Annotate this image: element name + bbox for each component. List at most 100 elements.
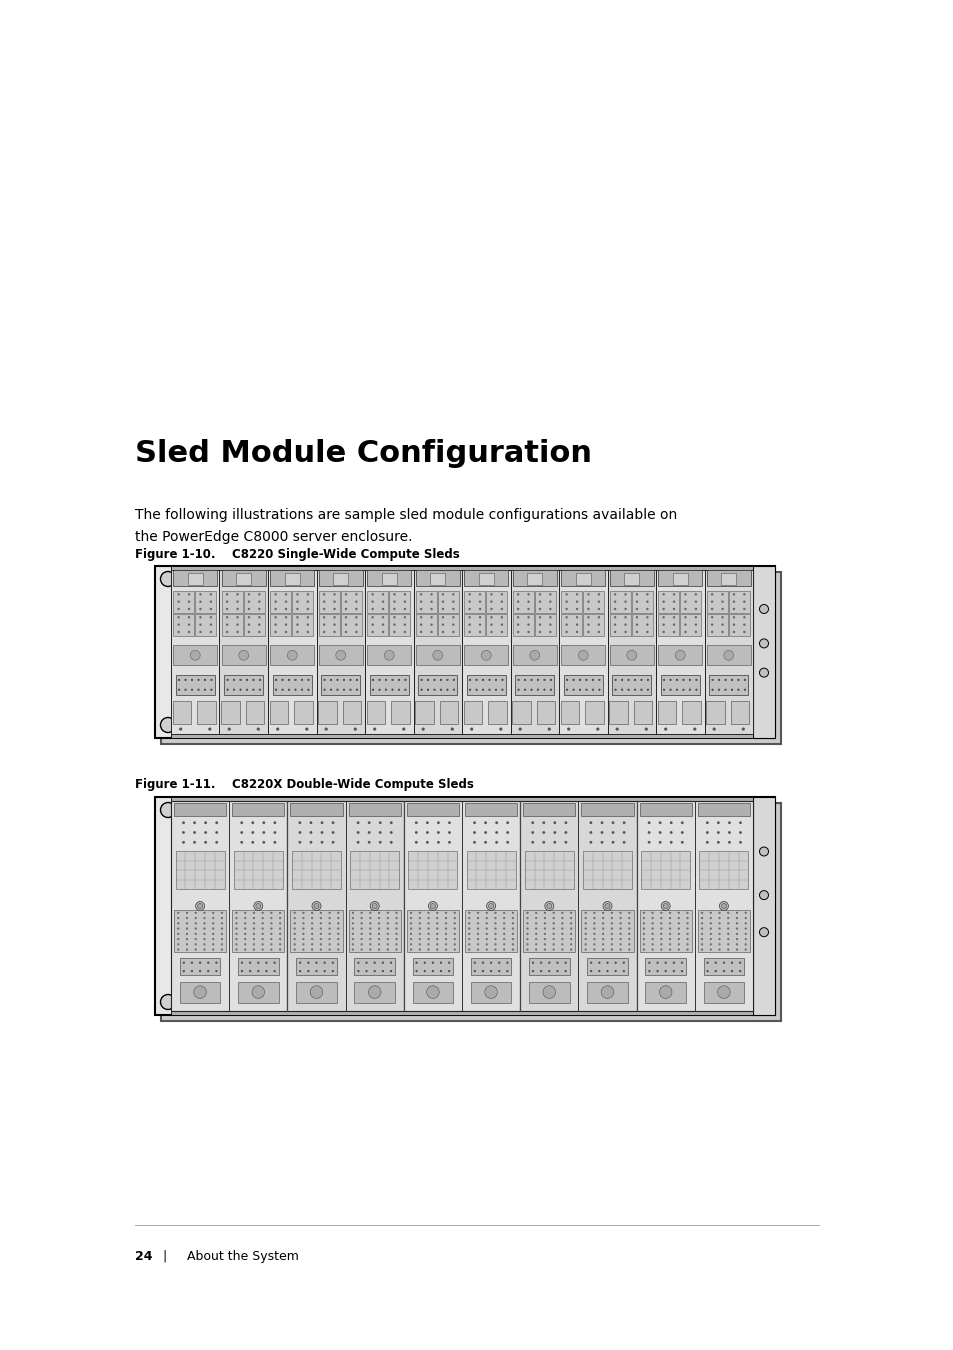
Bar bbox=[161, 572, 781, 744]
Bar bbox=[439, 701, 457, 724]
Bar bbox=[318, 701, 336, 724]
Circle shape bbox=[310, 832, 312, 833]
Bar bbox=[406, 910, 458, 952]
Circle shape bbox=[600, 832, 602, 833]
Bar bbox=[709, 675, 747, 695]
Circle shape bbox=[622, 841, 624, 842]
Bar bbox=[609, 591, 630, 613]
Bar bbox=[706, 591, 727, 613]
Bar bbox=[644, 981, 685, 1003]
Bar bbox=[224, 675, 263, 695]
Circle shape bbox=[759, 639, 768, 648]
Bar bbox=[560, 591, 581, 613]
Bar bbox=[528, 981, 569, 1003]
Circle shape bbox=[600, 986, 613, 999]
Circle shape bbox=[693, 728, 695, 730]
Bar bbox=[560, 570, 604, 586]
Circle shape bbox=[354, 728, 355, 730]
Circle shape bbox=[437, 822, 438, 824]
Bar bbox=[631, 591, 652, 613]
Bar bbox=[488, 701, 506, 724]
Bar bbox=[702, 958, 743, 975]
Bar bbox=[412, 958, 453, 975]
Bar bbox=[354, 981, 395, 1003]
Bar bbox=[418, 675, 456, 695]
Bar bbox=[519, 801, 636, 1011]
Bar bbox=[161, 803, 781, 1021]
Circle shape bbox=[474, 841, 475, 842]
Bar bbox=[524, 852, 573, 890]
Bar bbox=[607, 570, 656, 734]
Bar bbox=[415, 701, 434, 724]
Circle shape bbox=[670, 832, 671, 833]
Bar bbox=[582, 852, 631, 890]
Bar bbox=[430, 574, 444, 585]
Circle shape bbox=[564, 822, 566, 824]
Bar bbox=[406, 803, 458, 815]
Bar bbox=[173, 570, 217, 586]
Bar bbox=[706, 614, 727, 636]
Circle shape bbox=[529, 651, 539, 660]
Bar bbox=[295, 958, 336, 975]
Circle shape bbox=[590, 832, 591, 833]
Circle shape bbox=[590, 822, 591, 824]
Bar bbox=[233, 852, 282, 890]
Circle shape bbox=[332, 841, 334, 842]
Bar bbox=[537, 701, 555, 724]
Circle shape bbox=[554, 832, 555, 833]
Circle shape bbox=[299, 832, 300, 833]
Bar bbox=[658, 614, 679, 636]
Circle shape bbox=[532, 822, 533, 824]
Circle shape bbox=[160, 717, 175, 733]
Bar bbox=[586, 981, 627, 1003]
Bar bbox=[681, 701, 700, 724]
Bar bbox=[752, 796, 774, 1015]
Circle shape bbox=[384, 651, 394, 660]
Bar bbox=[679, 591, 700, 613]
Circle shape bbox=[612, 822, 613, 824]
Bar bbox=[171, 732, 752, 738]
Bar bbox=[270, 591, 291, 613]
Bar bbox=[389, 614, 410, 636]
Circle shape bbox=[274, 841, 275, 842]
Circle shape bbox=[205, 841, 206, 842]
Bar bbox=[171, 801, 287, 1011]
Circle shape bbox=[622, 832, 624, 833]
Circle shape bbox=[368, 832, 370, 833]
Circle shape bbox=[448, 822, 450, 824]
Bar bbox=[416, 591, 436, 613]
Text: 24: 24 bbox=[135, 1250, 152, 1264]
Bar bbox=[367, 614, 388, 636]
Circle shape bbox=[215, 822, 217, 824]
Bar bbox=[706, 701, 724, 724]
Circle shape bbox=[567, 728, 569, 730]
Bar bbox=[154, 566, 774, 738]
Circle shape bbox=[723, 651, 733, 660]
Circle shape bbox=[321, 841, 322, 842]
Bar bbox=[219, 570, 268, 734]
Bar bbox=[270, 701, 288, 724]
Circle shape bbox=[183, 832, 184, 833]
Circle shape bbox=[332, 832, 334, 833]
Circle shape bbox=[506, 832, 508, 833]
Circle shape bbox=[706, 841, 707, 842]
Bar bbox=[391, 701, 409, 724]
Bar bbox=[464, 645, 508, 666]
Circle shape bbox=[299, 841, 300, 842]
Circle shape bbox=[321, 822, 322, 824]
Circle shape bbox=[306, 728, 308, 730]
Text: About the System: About the System bbox=[187, 1250, 298, 1264]
Circle shape bbox=[197, 903, 202, 909]
Bar bbox=[658, 701, 676, 724]
Bar bbox=[222, 591, 242, 613]
Circle shape bbox=[430, 903, 435, 909]
Bar bbox=[658, 570, 701, 586]
Bar bbox=[478, 574, 493, 585]
Bar bbox=[639, 803, 691, 815]
Circle shape bbox=[193, 832, 195, 833]
Text: |: | bbox=[162, 1250, 166, 1264]
Bar bbox=[470, 981, 511, 1003]
Bar bbox=[461, 570, 510, 734]
Bar bbox=[287, 801, 403, 1011]
Circle shape bbox=[215, 841, 217, 842]
